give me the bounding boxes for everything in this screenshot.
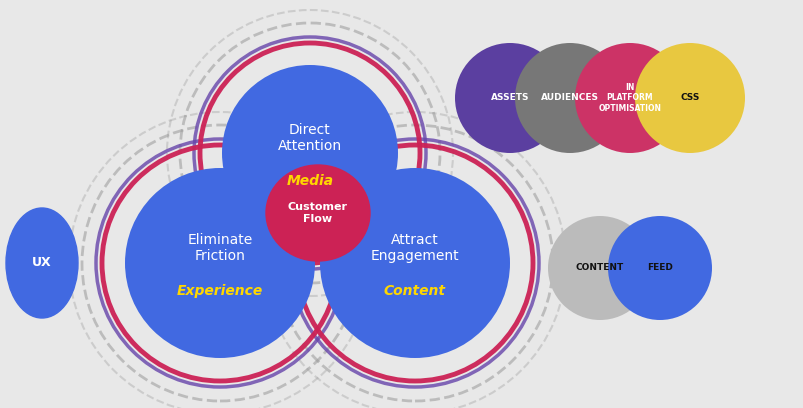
Text: FEED: FEED: [646, 264, 672, 273]
Circle shape: [634, 43, 744, 153]
Circle shape: [607, 216, 711, 320]
Circle shape: [548, 216, 651, 320]
Ellipse shape: [266, 165, 369, 261]
Text: IN
PLATFORM
OPTIMISATION: IN PLATFORM OPTIMISATION: [597, 83, 661, 113]
Text: UX: UX: [32, 257, 51, 270]
Text: Attract
Engagement: Attract Engagement: [370, 233, 459, 263]
Text: CONTENT: CONTENT: [575, 264, 623, 273]
Circle shape: [222, 65, 397, 241]
Text: ASSETS: ASSETS: [490, 93, 528, 102]
Text: Content: Content: [384, 284, 446, 298]
Text: Experience: Experience: [177, 284, 263, 298]
Text: Media: Media: [286, 174, 333, 188]
Text: CSS: CSS: [679, 93, 699, 102]
Circle shape: [574, 43, 684, 153]
Circle shape: [454, 43, 565, 153]
Circle shape: [124, 168, 315, 358]
Ellipse shape: [6, 208, 78, 318]
Text: Customer
Flow: Customer Flow: [287, 202, 348, 224]
Text: Direct
Attention: Direct Attention: [278, 123, 341, 153]
Circle shape: [515, 43, 624, 153]
Circle shape: [320, 168, 509, 358]
Text: Eliminate
Friction: Eliminate Friction: [187, 233, 252, 263]
Text: AUDIENCES: AUDIENCES: [540, 93, 598, 102]
